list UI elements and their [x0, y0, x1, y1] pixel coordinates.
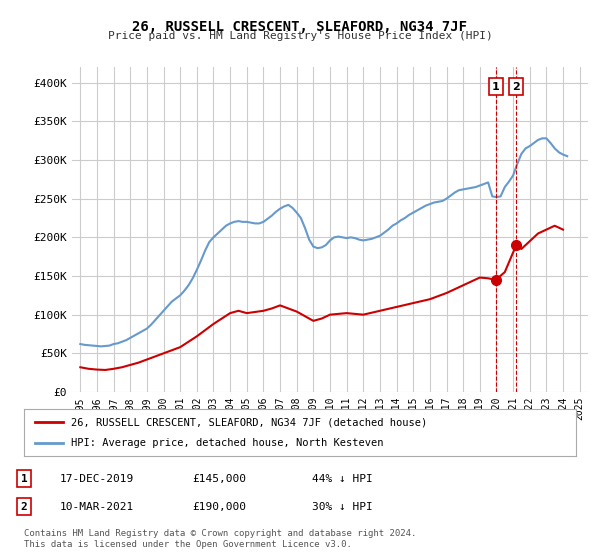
Text: 2: 2 — [20, 502, 28, 512]
Text: £145,000: £145,000 — [192, 474, 246, 484]
Text: 1: 1 — [492, 82, 500, 91]
Text: 26, RUSSELL CRESCENT, SLEAFORD, NG34 7JF (detached house): 26, RUSSELL CRESCENT, SLEAFORD, NG34 7JF… — [71, 417, 427, 427]
Text: 1: 1 — [20, 474, 28, 484]
Text: HPI: Average price, detached house, North Kesteven: HPI: Average price, detached house, Nort… — [71, 438, 383, 448]
Text: Contains HM Land Registry data © Crown copyright and database right 2024.
This d: Contains HM Land Registry data © Crown c… — [24, 529, 416, 549]
Text: £190,000: £190,000 — [192, 502, 246, 512]
Text: 2: 2 — [512, 82, 520, 91]
Text: 17-DEC-2019: 17-DEC-2019 — [60, 474, 134, 484]
Text: 44% ↓ HPI: 44% ↓ HPI — [312, 474, 373, 484]
Text: Price paid vs. HM Land Registry's House Price Index (HPI): Price paid vs. HM Land Registry's House … — [107, 31, 493, 41]
Text: 30% ↓ HPI: 30% ↓ HPI — [312, 502, 373, 512]
Text: 26, RUSSELL CRESCENT, SLEAFORD, NG34 7JF: 26, RUSSELL CRESCENT, SLEAFORD, NG34 7JF — [133, 20, 467, 34]
Text: 10-MAR-2021: 10-MAR-2021 — [60, 502, 134, 512]
